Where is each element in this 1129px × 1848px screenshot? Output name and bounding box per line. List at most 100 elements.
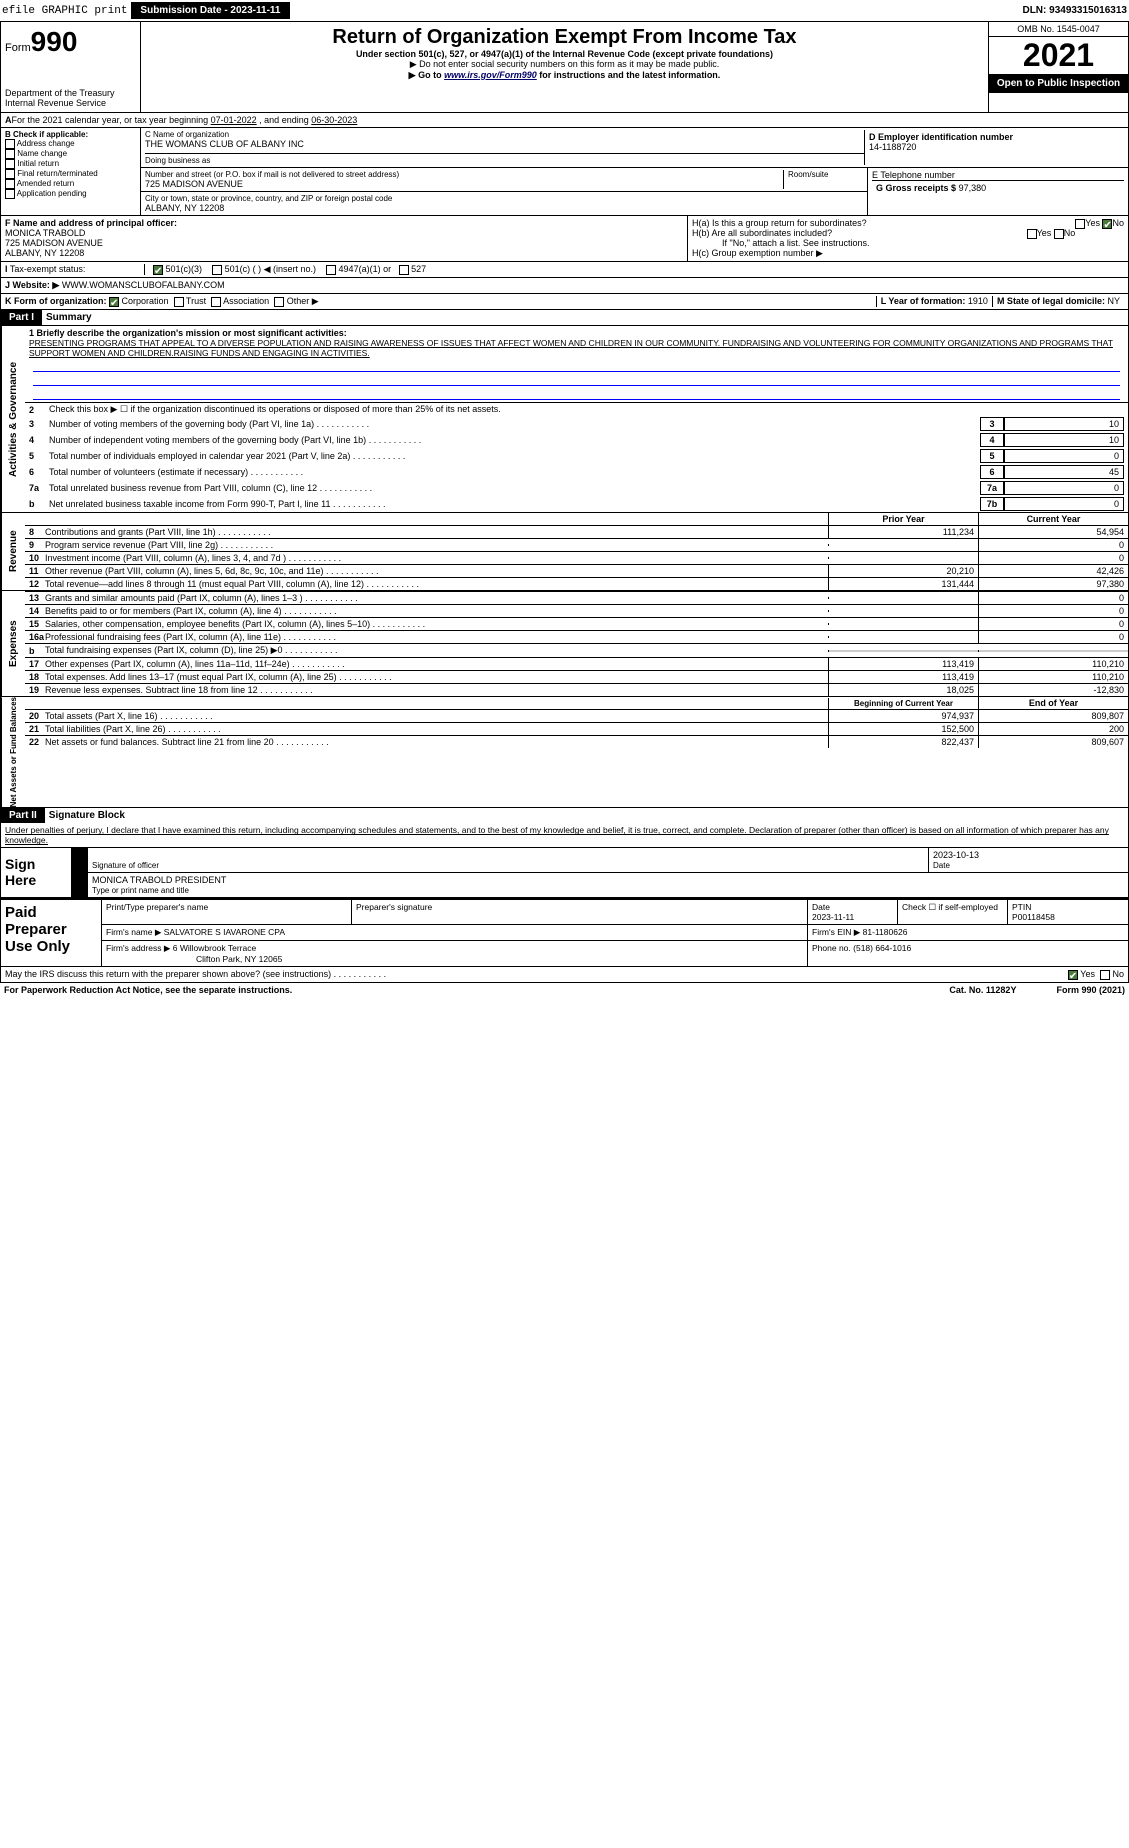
line-num: 9 — [25, 540, 45, 550]
irs-label: Internal Revenue Service — [5, 98, 136, 108]
cb-amended[interactable] — [5, 179, 15, 189]
line-desc: Total assets (Part X, line 16) — [45, 710, 828, 722]
city-label: City or town, state or province, country… — [145, 194, 863, 203]
line-num: 5 — [29, 451, 49, 461]
line-num: 10 — [25, 553, 45, 563]
line-num: 12 — [25, 579, 45, 589]
state-domicile-label: M State of legal domicile: — [997, 296, 1105, 306]
cb-application-pending[interactable] — [5, 189, 15, 199]
part1-header: Part I — [1, 310, 42, 325]
cb-initial-return[interactable] — [5, 159, 15, 169]
line-val: 10 — [1004, 433, 1124, 447]
officer-name: MONICA TRABOLD — [5, 228, 85, 238]
sig-officer-label: Signature of officer — [92, 861, 159, 870]
firm-ein-label: Firm's EIN ▶ — [812, 927, 860, 937]
cb-final-return[interactable] — [5, 169, 15, 179]
line-desc: Grants and similar amounts paid (Part IX… — [45, 592, 828, 604]
prior-year-val — [828, 623, 978, 625]
cb-other[interactable] — [274, 297, 284, 307]
tax-year: 2021 — [989, 37, 1128, 74]
cb-discuss-no[interactable] — [1100, 970, 1110, 980]
officer-addr1: 725 MADISON AVENUE — [5, 238, 103, 248]
blank-line — [33, 386, 1120, 400]
current-year-val: 0 — [978, 592, 1128, 604]
opt-assoc: Association — [223, 296, 269, 306]
tax-year-end: 06-30-2023 — [311, 115, 357, 125]
org-name-label: C Name of organization — [145, 130, 864, 139]
cb-name-change[interactable] — [5, 149, 15, 159]
current-year-val: 0 — [978, 552, 1128, 564]
ha-label: H(a) Is this a group return for subordin… — [692, 218, 867, 228]
line1-label: 1 Briefly describe the organization's mi… — [29, 328, 347, 338]
open-public-badge: Open to Public Inspection — [989, 74, 1128, 93]
firm-addr-label: Firm's address ▶ — [106, 943, 170, 953]
line-desc: Total number of individuals employed in … — [49, 451, 980, 461]
cb-hb-no[interactable] — [1054, 229, 1064, 239]
form-label: Form — [5, 42, 31, 54]
cb-501c3[interactable] — [153, 265, 163, 275]
cb-501c[interactable] — [212, 265, 222, 275]
line-desc: Total revenue—add lines 8 through 11 (mu… — [45, 578, 828, 590]
dln-label: DLN: 93493315016313 — [1022, 5, 1127, 16]
cb-4947[interactable] — [326, 265, 336, 275]
firm-addr2: Clifton Park, NY 12065 — [106, 954, 282, 964]
opt-501c: 501(c) ( ) ◀ (insert no.) — [225, 264, 316, 274]
officer-label: F Name and address of principal officer: — [5, 218, 177, 228]
website-value: WWW.WOMANSCLUBOFALBANY.COM — [62, 280, 225, 290]
state-domicile-value: NY — [1107, 296, 1120, 306]
current-year-val: 110,210 — [978, 671, 1128, 683]
cb-corp[interactable] — [109, 297, 119, 307]
cb-discuss-yes[interactable] — [1068, 970, 1078, 980]
cb-label-2: Initial return — [17, 159, 59, 168]
cb-ha-no[interactable] — [1102, 219, 1112, 229]
firm-name-label: Firm's name ▶ — [106, 927, 161, 937]
line-box: 4 — [980, 433, 1004, 447]
officer-addr2: ALBANY, NY 12208 — [5, 248, 84, 258]
cb-ha-yes[interactable] — [1075, 219, 1085, 229]
current-year-val: 809,807 — [978, 710, 1128, 722]
current-year-header: Current Year — [978, 513, 1128, 525]
hb-yes: Yes — [1037, 228, 1052, 238]
paperwork-notice: For Paperwork Reduction Act Notice, see … — [4, 985, 292, 995]
opt-501c3: 501(c)(3) — [166, 264, 203, 274]
officer-printed-name: MONICA TRABOLD PRESIDENT — [92, 875, 226, 885]
line-desc: Total expenses. Add lines 13–17 (must eq… — [45, 671, 828, 683]
line-num: 7a — [29, 483, 49, 493]
prior-year-val — [828, 636, 978, 638]
line-desc: Program service revenue (Part VIII, line… — [45, 539, 828, 551]
hc-label: H(c) Group exemption number ▶ — [692, 248, 1124, 259]
sig-arrow-icon — [72, 848, 88, 873]
line-box: 5 — [980, 449, 1004, 463]
form-header: Form990 Department of the Treasury Inter… — [0, 21, 1129, 113]
current-year-val: 0 — [978, 539, 1128, 551]
note-goto-pre: ▶ Go to — [409, 70, 444, 80]
current-year-val: 200 — [978, 723, 1128, 735]
blank-line — [33, 358, 1120, 372]
line-desc: Other revenue (Part VIII, column (A), li… — [45, 565, 828, 577]
submission-date-btn[interactable]: Submission Date - 2023-11-11 — [131, 2, 289, 19]
line-box: 7b — [980, 497, 1004, 511]
line-num: 16a — [25, 632, 45, 642]
cb-hb-yes[interactable] — [1027, 229, 1037, 239]
current-year-val: 809,607 — [978, 736, 1128, 748]
cb-527[interactable] — [399, 265, 409, 275]
line-desc: Net unrelated business taxable income fr… — [49, 499, 980, 509]
irs-link[interactable]: www.irs.gov/Form990 — [444, 70, 537, 80]
row-a-tax-year: AFor the 2021 calendar year, or tax year… — [1, 113, 1128, 128]
col-b-label: B Check if applicable: — [5, 130, 88, 139]
room-label: Room/suite — [783, 170, 863, 189]
prior-year-val — [828, 597, 978, 599]
line-desc: Number of voting members of the governin… — [49, 419, 980, 429]
line2-text: Check this box ▶ ☐ if the organization d… — [49, 404, 1124, 415]
line-num: 3 — [29, 419, 49, 429]
line-num: 21 — [25, 724, 45, 734]
part1-title: Summary — [42, 312, 92, 323]
cb-address-change[interactable] — [5, 139, 15, 149]
discuss-label: May the IRS discuss this return with the… — [5, 969, 386, 980]
line-val: 0 — [1004, 497, 1124, 511]
line-val: 0 — [1004, 481, 1124, 495]
cb-trust[interactable] — [174, 297, 184, 307]
line-num: 19 — [25, 685, 45, 695]
col-b-checkboxes: B Check if applicable: Address change Na… — [1, 128, 141, 215]
cb-assoc[interactable] — [211, 297, 221, 307]
